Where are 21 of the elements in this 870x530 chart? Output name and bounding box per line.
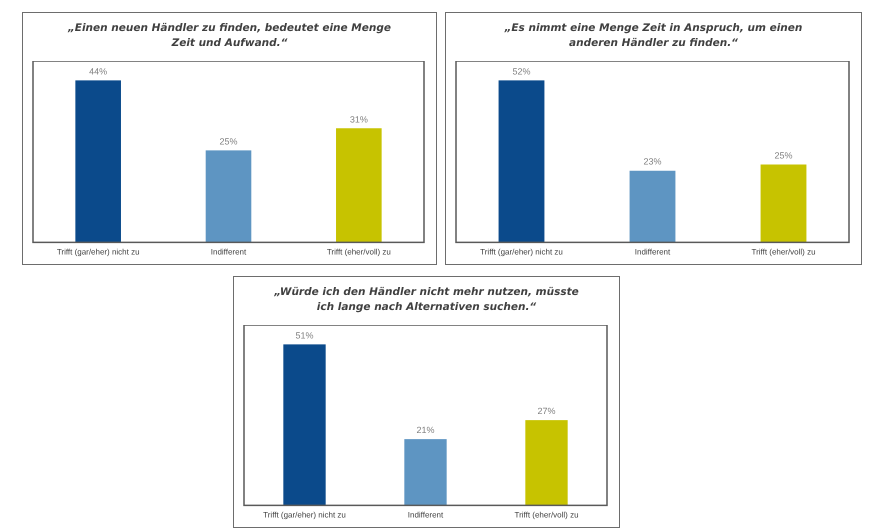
x-tick-label: Trifft (eher/voll) zu bbox=[751, 247, 816, 256]
x-tick-label: Trifft (eher/voll) zu bbox=[326, 247, 391, 256]
data-label: 27% bbox=[537, 406, 556, 416]
data-label: 52% bbox=[512, 66, 531, 76]
data-label: 21% bbox=[416, 425, 435, 436]
x-tick-label: Trifft (gar/eher) nicht zu bbox=[56, 247, 140, 256]
data-label: 44% bbox=[89, 66, 108, 76]
x-tick-label: Indifferent bbox=[634, 247, 671, 256]
data-label: 31% bbox=[350, 114, 368, 124]
x-tick-label: Indifferent bbox=[408, 510, 444, 520]
chart-title: „Einen neuen Händler zu finden, bedeutet eine Menge Zeit und Aufwand.“ bbox=[66, 21, 392, 51]
data-label: 25% bbox=[774, 150, 793, 161]
x-tick-label: Trifft (eher/voll) zu bbox=[514, 510, 579, 520]
data-label: 25% bbox=[219, 136, 238, 146]
chart-title: „Es nimmt eine Menge Zeit in Anspruch, um einen anderen Händler zu finden.“ bbox=[503, 21, 804, 51]
x-tick-label: Indifferent bbox=[210, 247, 247, 256]
x-tick-label: Trifft (gar/eher) nicht zu bbox=[480, 247, 563, 256]
chart-title: „Würde ich den Händler nicht mehr nutzen, müsste ich lange nach Alternativen suchen.“ bbox=[273, 285, 580, 315]
data-label: 23% bbox=[643, 156, 662, 167]
data-label: 51% bbox=[295, 330, 314, 340]
x-tick-label: Trifft (gar/eher) nicht zu bbox=[263, 510, 346, 520]
